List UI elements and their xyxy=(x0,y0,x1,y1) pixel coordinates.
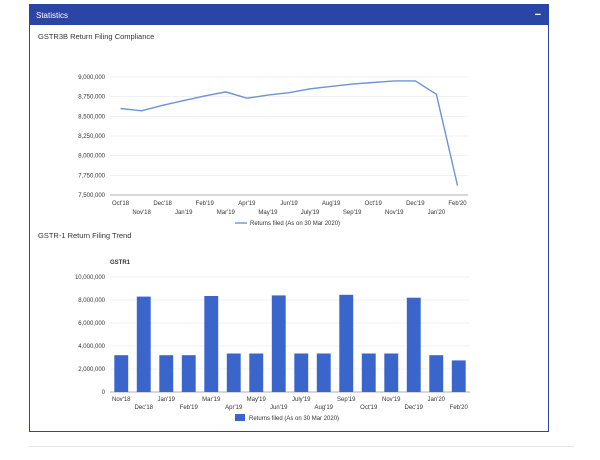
bar-returns-filed xyxy=(316,353,331,392)
line-x-tick-label: Mar'19 xyxy=(217,210,236,216)
bar-x-tick-label: Apr'19 xyxy=(225,405,243,411)
bar-returns-filed xyxy=(249,353,264,392)
bar-returns-filed xyxy=(226,353,241,392)
line-x-tick-label: Nov'18 xyxy=(132,210,151,216)
bar-returns-filed xyxy=(384,353,399,392)
line-x-tick-label: Dec'18 xyxy=(153,201,172,207)
line-y-tick-label: 8,250,000 xyxy=(78,134,105,140)
line-y-tick-label: 8,000,000 xyxy=(78,154,105,160)
bar-x-tick-label: Dec'19 xyxy=(405,405,424,411)
bar-x-tick-label: Aug'19 xyxy=(315,405,334,411)
bar-y-tick-label: 4,000,000 xyxy=(78,344,105,350)
bar-legend-label: Returns filed (As on 30 Mar 2020) xyxy=(249,416,339,422)
bar-chart-title: GSTR-1 Return Filing Trend xyxy=(38,231,132,240)
divider xyxy=(29,446,574,447)
line-x-tick-label: July'19 xyxy=(301,210,320,216)
line-y-tick-label: 7,500,000 xyxy=(78,193,105,199)
line-chart-title: GSTR3B Return Filing Compliance xyxy=(38,32,155,41)
bar-returns-filed xyxy=(181,355,196,392)
bar-x-tick-label: May'19 xyxy=(247,397,267,403)
panel-header: Statistics − xyxy=(30,5,548,25)
statistics-panel: Statistics − GSTR3B Return Filing Compli… xyxy=(29,4,549,432)
bar-x-tick-label: Nov'18 xyxy=(112,397,131,403)
bar-y-tick-label: 6,000,000 xyxy=(78,321,105,327)
bar-chart: GSTR1 0 2,000,000 4,000,000 6,000,000 8,000,0… xyxy=(75,260,470,422)
bar-returns-filed xyxy=(429,355,444,392)
bar-x-tick-label: Jun'19 xyxy=(270,405,288,411)
bar-x-tick-label: Sep'19 xyxy=(337,397,356,403)
bar-x-tick-label: Feb'19 xyxy=(180,405,199,411)
bar-x-tick-label: Jan'20 xyxy=(428,397,446,403)
bar-returns-filed xyxy=(406,297,421,392)
line-x-tick-label: Nov'19 xyxy=(385,210,404,216)
line-x-tick-label: Sep'19 xyxy=(343,210,362,216)
bar-returns-filed xyxy=(271,295,286,392)
panel-title: Statistics xyxy=(36,10,69,20)
bar-x-tick-label: Oct'19 xyxy=(360,405,378,411)
bar-x-tick-label: Jan'19 xyxy=(158,397,176,403)
bar-returns-filed xyxy=(136,296,151,392)
line-series-returns-filed xyxy=(120,80,459,186)
line-x-tick-label: Oct'19 xyxy=(365,201,383,207)
bar-returns-filed xyxy=(339,294,354,392)
line-y-tick-label: 7,750,000 xyxy=(78,173,105,179)
bar-x-tick-label: July'19 xyxy=(292,397,311,403)
line-chart: 7,500,000 7,750,000 8,000,000 8,250,000 8,50… xyxy=(78,75,468,227)
bar-x-tick-label: Dec'18 xyxy=(135,405,154,411)
collapse-icon[interactable]: − xyxy=(534,9,541,21)
bar-y-tick-label: 8,000,000 xyxy=(78,298,105,304)
line-x-tick-label: Feb'19 xyxy=(196,201,215,207)
bar-legend-swatch xyxy=(235,414,245,421)
bar-returns-filed xyxy=(294,353,309,392)
line-x-tick-label: Jan'20 xyxy=(428,210,446,216)
bar-y-tick-label: 0 xyxy=(102,390,106,396)
bar-y-tick-label: 10,000,000 xyxy=(75,275,106,281)
line-x-tick-label: Aug'19 xyxy=(322,201,341,207)
bar-chart-subtitle: GSTR1 xyxy=(110,260,131,266)
bar-x-tick-label: Mar'19 xyxy=(202,397,221,403)
bar-x-tick-label: Nov'19 xyxy=(382,397,401,403)
bar-returns-filed xyxy=(451,360,466,392)
bar-y-tick-label: 2,000,000 xyxy=(78,367,105,373)
line-x-tick-label: Jan'19 xyxy=(175,210,193,216)
bar-returns-filed xyxy=(114,355,129,392)
bar-returns-filed xyxy=(204,296,219,392)
line-x-tick-label: Dec'19 xyxy=(406,201,425,207)
line-x-tick-label: May'19 xyxy=(258,210,278,216)
bar-returns-filed xyxy=(159,355,174,392)
line-x-tick-label: Feb'20 xyxy=(448,201,467,207)
line-y-tick-label: 8,500,000 xyxy=(78,114,105,120)
line-legend-label: Returns filed (As on 30 Mar 2020) xyxy=(250,221,340,227)
bar-x-tick-label: Feb'20 xyxy=(450,405,469,411)
line-x-tick-label: Jun'19 xyxy=(280,201,298,207)
line-x-tick-label: Oct'18 xyxy=(112,201,130,207)
line-y-tick-label: 9,000,000 xyxy=(78,75,105,81)
line-x-tick-label: Apr'19 xyxy=(238,201,256,207)
bar-returns-filed xyxy=(361,353,376,392)
line-y-tick-label: 8,750,000 xyxy=(78,95,105,101)
